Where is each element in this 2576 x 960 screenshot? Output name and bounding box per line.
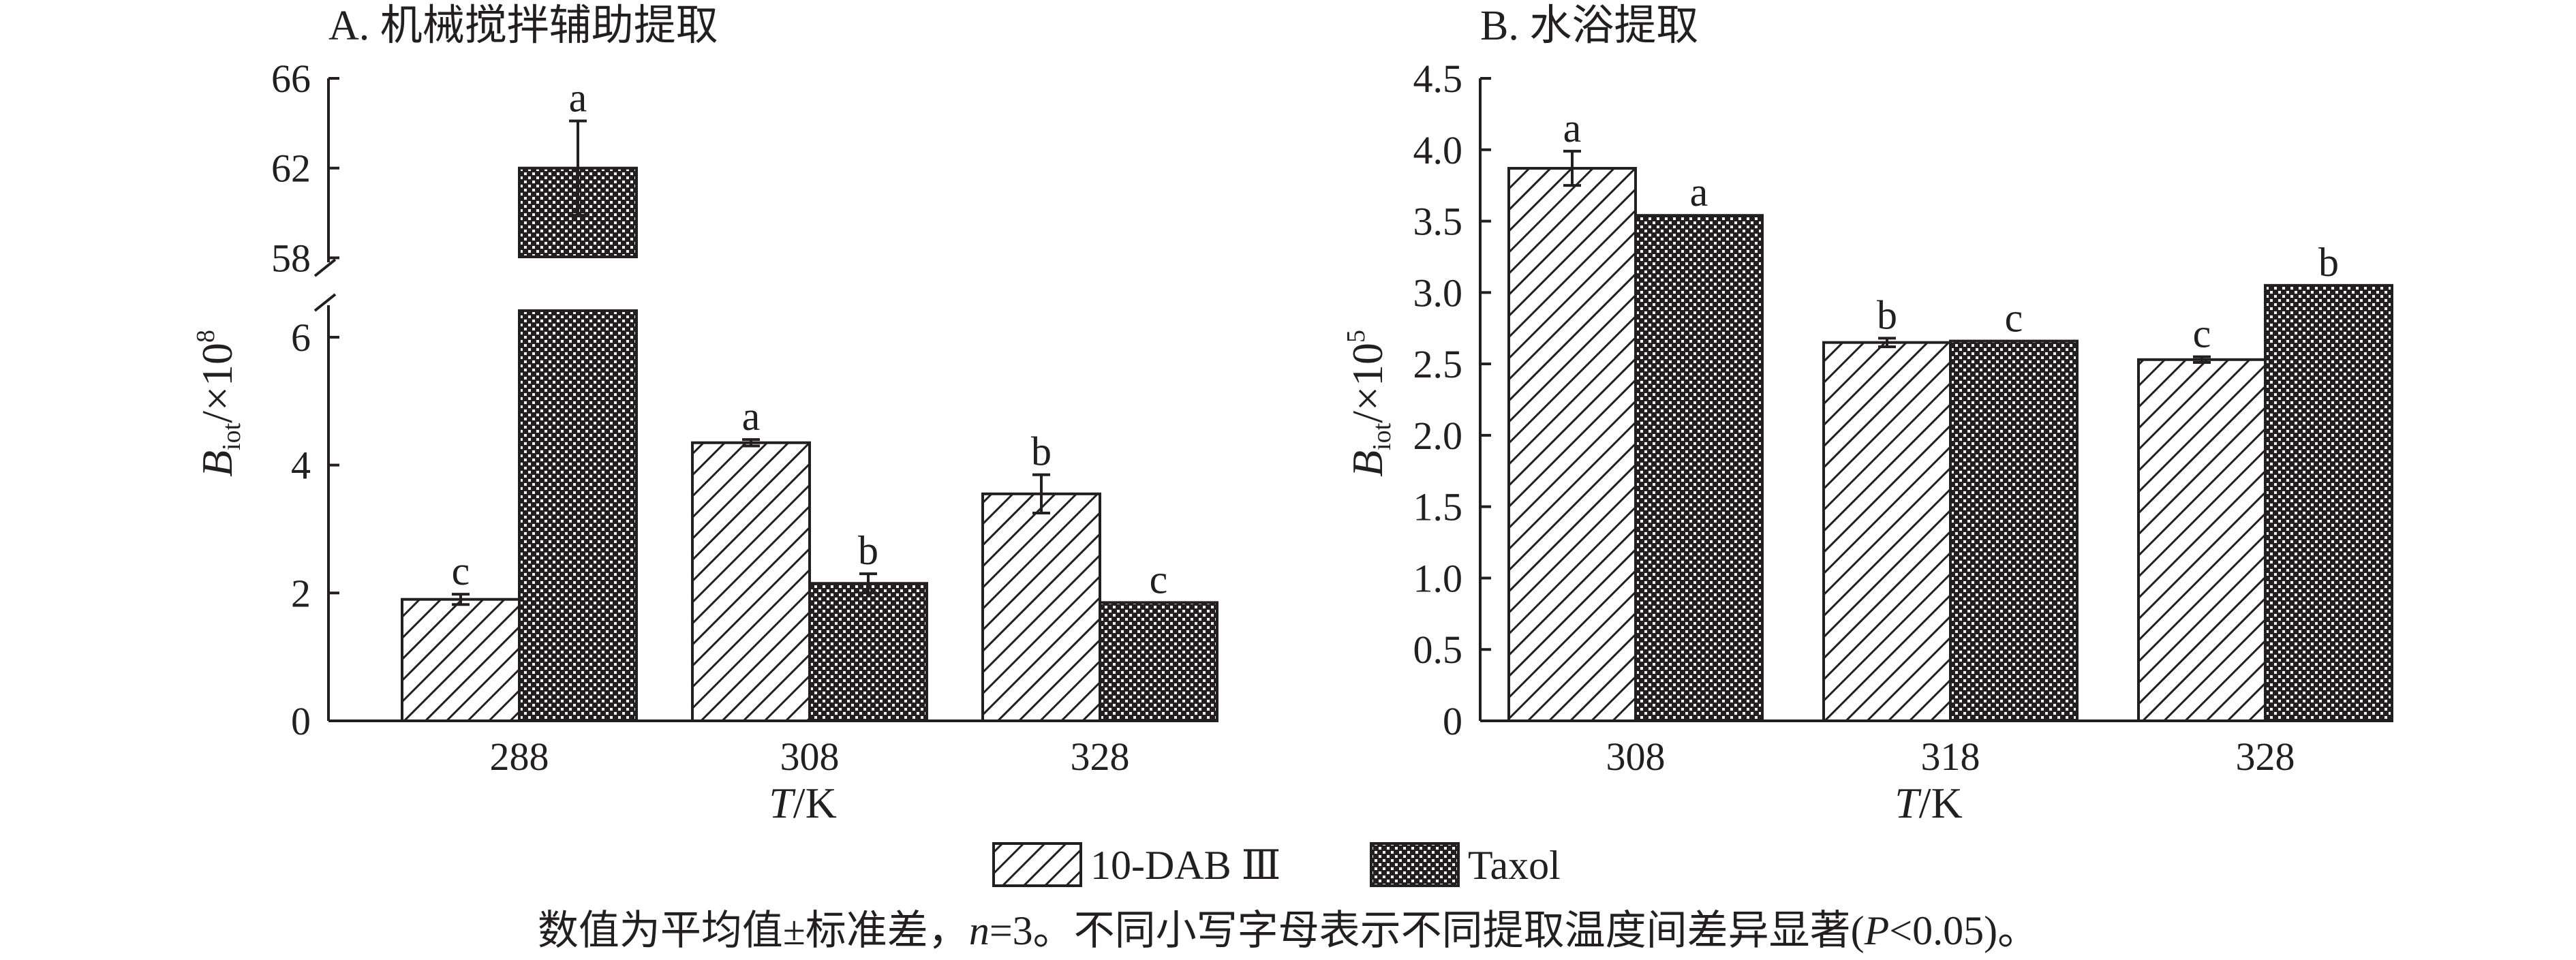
- panel-a-y-tick-label: 66: [271, 57, 311, 101]
- panel-b-y-tick-label: 1.0: [1413, 556, 1463, 600]
- panel-a-x-tick-label: 308: [780, 734, 840, 779]
- bar-10dab-328: [2137, 358, 2267, 722]
- bar-taxol-328: [2264, 283, 2393, 723]
- panel-a-y-tick-label: 4: [291, 444, 311, 488]
- significance-letter: c: [1150, 557, 1168, 602]
- significance-letter: c: [2193, 311, 2211, 356]
- bar-taxol-288: [518, 309, 638, 722]
- panel-b-xlabel: T/K: [1895, 779, 1963, 827]
- bar-taxol-308: [1634, 214, 1764, 722]
- legend-swatch-10dab: [992, 842, 1082, 887]
- panel-a-ylabel: Biot/×108: [191, 330, 246, 477]
- panel-b-ylabel-unit: /×10: [1343, 343, 1392, 423]
- panel-a-y-tick-label: 62: [271, 146, 311, 191]
- panel-a-axis-break-mark: [313, 258, 337, 277]
- significance-letter: a: [742, 394, 761, 439]
- panel-a-xlabel: T/K: [769, 779, 837, 827]
- chart-panel-a: A. 机械搅拌辅助提取 Biot/×108 0 2 4 6 58 62 66 288 308 32…: [191, 3, 1218, 827]
- bar-10dab-308: [691, 441, 811, 722]
- significance-letter: b: [2318, 240, 2339, 285]
- panel-b-ylabel-exp: 5: [1342, 330, 1370, 343]
- panel-b-y-tick-label: 2.5: [1413, 342, 1463, 386]
- panel-b-marks: a b c a c b: [1563, 106, 2339, 365]
- panel-a-ylabel-unit: /×10: [193, 343, 241, 423]
- panel-b-y-tick-label: 3.0: [1413, 270, 1463, 315]
- panel-a-y-tick-label: 58: [271, 236, 311, 280]
- panel-a-ylabel-sub: iot: [217, 422, 246, 450]
- bar-10dab-288: [401, 598, 521, 723]
- panel-a-y-tick-label: 0: [291, 699, 311, 743]
- panel-a-marks: c a b a b c: [452, 76, 1168, 606]
- panel-a-axes: 0 2 4 6 58 62 66 288 308 328: [271, 57, 1214, 779]
- panel-b-y-tick-label: 3.5: [1413, 200, 1463, 244]
- panel-b-ylabel-var: B: [1343, 450, 1392, 477]
- chart-panel-b: B. 水浴提取 Biot/×105 0 0.5 1.0 1.5 2.0 2.5 3.0 3.5…: [1342, 3, 2393, 827]
- legend-label-10dab: 10-DAB Ⅲ: [1090, 843, 1281, 888]
- panel-b-title: B. 水浴提取: [1480, 3, 1698, 49]
- panel-a-bars: [401, 166, 1218, 723]
- bar-taxol-318: [1949, 339, 2079, 722]
- svg-text:Biot/×108: Biot/×108: [191, 330, 246, 477]
- panel-b-ylabel-sub: iot: [1368, 422, 1396, 450]
- significance-letter: b: [858, 528, 878, 573]
- significance-letter: a: [569, 76, 587, 121]
- significance-letter: b: [1031, 429, 1052, 474]
- panel-b-y-tick-label: 0.5: [1413, 628, 1463, 672]
- svg-text:Biot/×105: Biot/×105: [1342, 330, 1396, 477]
- bar-taxol-308: [808, 582, 928, 722]
- bar-10dab-328: [981, 492, 1101, 722]
- panel-b-x-tick-label: 308: [1606, 734, 1666, 779]
- panel-a-y-tick-label: 6: [291, 315, 311, 360]
- panel-a-title: A. 机械搅拌辅助提取: [328, 3, 718, 49]
- panel-b-axes: 0 0.5 1.0 1.5 2.0 2.5 3.0 3.5 4.0 4.5 308 318 328: [1413, 57, 2344, 779]
- panel-b-bars: [1507, 167, 2393, 723]
- panel-a-x-tick-label: 328: [1071, 734, 1130, 779]
- panel-b-x-tick-label: 328: [2236, 734, 2295, 779]
- significance-letter: a: [1690, 170, 1708, 215]
- panel-b-y-tick-label: 0: [1443, 699, 1462, 743]
- panel-b-y-tick-label: 2.0: [1413, 414, 1463, 458]
- legend-label-taxol: Taxol: [1468, 843, 1561, 888]
- panel-b-ylabel: Biot/×105: [1342, 330, 1396, 477]
- panel-a-x-tick-label: 288: [490, 734, 549, 779]
- panel-b-x-tick-label: 318: [1921, 734, 1980, 779]
- legend: 10-DAB Ⅲ Taxol: [992, 842, 1561, 888]
- significance-letter: c: [452, 548, 470, 593]
- significance-letter: a: [1563, 106, 1582, 151]
- footnote: 数值为平均值±标准差，n=3。不同小写字母表示不同提取温度间差异显著(P<0.0…: [538, 908, 2038, 953]
- bar-taxol-328: [1099, 601, 1218, 723]
- panel-b-y-tick-label: 4.5: [1413, 57, 1463, 101]
- bar-10dab-308: [1507, 167, 1637, 722]
- panel-b-y-tick-label: 1.5: [1413, 485, 1463, 529]
- panel-a-axis-break-mark: [313, 293, 337, 312]
- panel-a-y-tick-label: 2: [291, 571, 311, 615]
- legend-swatch-taxol: [1370, 842, 1460, 887]
- bar-10dab-318: [1822, 341, 1952, 722]
- panel-a-ylabel-exp: 8: [191, 330, 220, 343]
- panel-b-y-tick-label: 4.0: [1413, 128, 1463, 172]
- significance-letter: b: [1877, 292, 1897, 337]
- significance-letter: c: [2005, 296, 2023, 341]
- panel-a-ylabel-var: B: [193, 450, 241, 477]
